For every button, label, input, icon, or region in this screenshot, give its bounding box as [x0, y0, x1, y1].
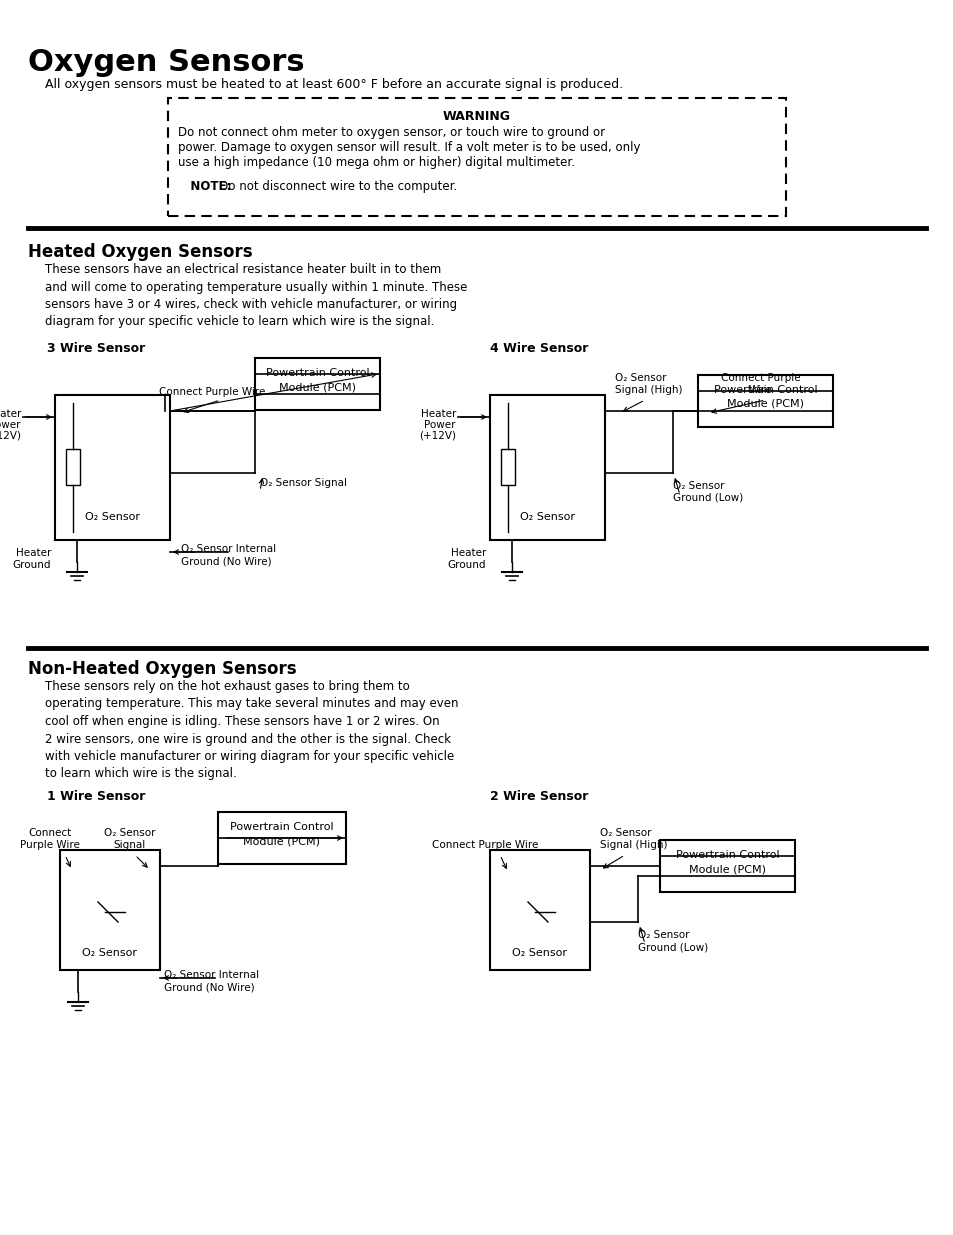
- Text: Ground: Ground: [12, 559, 51, 571]
- Bar: [659, 840, 794, 892]
- Text: These sensors have an electrical resistance heater built in to them
and will com: These sensors have an electrical resista…: [45, 263, 467, 329]
- Bar: [254, 358, 379, 410]
- Text: Powertrain Control: Powertrain Control: [713, 385, 817, 395]
- Text: Module (PCM): Module (PCM): [726, 399, 803, 409]
- Text: 4 Wire Sensor: 4 Wire Sensor: [490, 342, 588, 354]
- Text: Module (PCM): Module (PCM): [278, 382, 355, 391]
- Text: O₂ Sensor: O₂ Sensor: [519, 513, 575, 522]
- Text: 2 Wire Sensor: 2 Wire Sensor: [490, 790, 588, 803]
- Text: Heater: Heater: [0, 409, 21, 419]
- Text: Powertrain Control: Powertrain Control: [675, 850, 779, 860]
- Text: Signal (High): Signal (High): [615, 385, 681, 395]
- Bar: [218, 811, 346, 864]
- Text: All oxygen sensors must be heated to at least 600° F before an accurate signal i: All oxygen sensors must be heated to at …: [45, 78, 622, 91]
- Bar: [500, 450, 515, 485]
- Text: Purple Wire: Purple Wire: [20, 840, 80, 850]
- Bar: [168, 98, 785, 216]
- Text: O₂ Sensor: O₂ Sensor: [599, 827, 651, 839]
- Text: Heated Oxygen Sensors: Heated Oxygen Sensors: [28, 243, 253, 261]
- Text: Ground (No Wire): Ground (No Wire): [181, 556, 272, 566]
- Bar: [490, 395, 604, 540]
- Text: Ground: Ground: [447, 559, 485, 571]
- Bar: [60, 850, 160, 969]
- Text: Heater: Heater: [420, 409, 456, 419]
- Text: Connect: Connect: [29, 827, 71, 839]
- Text: O₂ Sensor: O₂ Sensor: [638, 930, 689, 940]
- Text: Connect Purple: Connect Purple: [720, 373, 800, 383]
- Text: Power: Power: [0, 420, 21, 430]
- Text: Module (PCM): Module (PCM): [243, 836, 320, 846]
- Text: Ground (Low): Ground (Low): [638, 942, 707, 952]
- Text: O₂ Sensor: O₂ Sensor: [85, 513, 140, 522]
- Text: O₂ Sensor: O₂ Sensor: [512, 948, 567, 958]
- Text: Oxygen Sensors: Oxygen Sensors: [28, 48, 304, 77]
- Text: O₂ Sensor Internal: O₂ Sensor Internal: [164, 969, 259, 981]
- Text: Wire: Wire: [748, 385, 771, 395]
- Text: Do not disconnect wire to the computer.: Do not disconnect wire to the computer.: [178, 180, 456, 193]
- Text: Powertrain Control: Powertrain Control: [230, 823, 334, 832]
- Text: NOTE:: NOTE:: [178, 180, 232, 193]
- Text: Signal (High): Signal (High): [599, 840, 667, 850]
- Bar: [66, 450, 80, 485]
- Text: 1 Wire Sensor: 1 Wire Sensor: [47, 790, 145, 803]
- Text: O₂ Sensor Internal: O₂ Sensor Internal: [181, 543, 275, 555]
- Text: O₂ Sensor: O₂ Sensor: [82, 948, 137, 958]
- Text: (+12V): (+12V): [0, 431, 21, 441]
- Text: Heater: Heater: [15, 548, 51, 558]
- Text: Non-Heated Oxygen Sensors: Non-Heated Oxygen Sensors: [28, 659, 296, 678]
- Text: Do not connect ohm meter to oxygen sensor, or touch wire to ground or: Do not connect ohm meter to oxygen senso…: [178, 126, 604, 140]
- Text: Connect Purple Wire: Connect Purple Wire: [432, 840, 537, 850]
- Text: Signal: Signal: [113, 840, 146, 850]
- Text: use a high impedance (10 mega ohm or higher) digital multimeter.: use a high impedance (10 mega ohm or hig…: [178, 156, 575, 169]
- Text: power. Damage to oxygen sensor will result. If a volt meter is to be used, only: power. Damage to oxygen sensor will resu…: [178, 141, 639, 154]
- Bar: [55, 395, 170, 540]
- Text: Connect Purple Wire: Connect Purple Wire: [159, 387, 265, 396]
- Bar: [490, 850, 589, 969]
- Text: Module (PCM): Module (PCM): [688, 864, 765, 874]
- Text: O₂ Sensor Signal: O₂ Sensor Signal: [260, 478, 347, 488]
- Text: Ground (Low): Ground (Low): [672, 493, 742, 503]
- Text: O₂ Sensor: O₂ Sensor: [104, 827, 155, 839]
- Text: 3 Wire Sensor: 3 Wire Sensor: [47, 342, 145, 354]
- Text: O₂ Sensor: O₂ Sensor: [615, 373, 666, 383]
- Text: (+12V): (+12V): [418, 431, 456, 441]
- Text: WARNING: WARNING: [442, 110, 511, 124]
- Text: Heater: Heater: [450, 548, 485, 558]
- Text: Powertrain Control: Powertrain Control: [265, 368, 369, 378]
- Text: These sensors rely on the hot exhaust gases to bring them to
operating temperatu: These sensors rely on the hot exhaust ga…: [45, 680, 458, 781]
- Text: Ground (No Wire): Ground (No Wire): [164, 982, 254, 992]
- Text: Power: Power: [424, 420, 456, 430]
- Bar: [698, 375, 832, 427]
- Text: O₂ Sensor: O₂ Sensor: [672, 480, 723, 492]
